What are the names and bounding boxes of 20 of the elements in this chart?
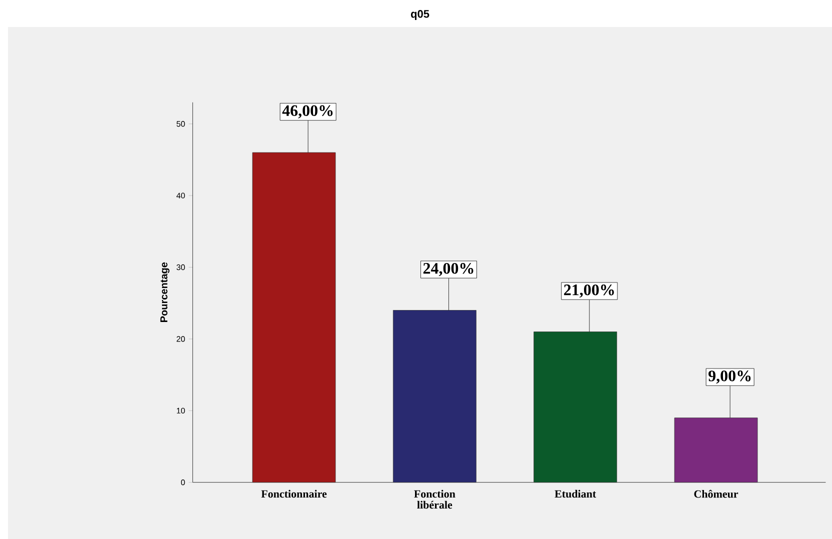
y-tick-label: 50	[176, 121, 185, 127]
x-tick-label: Fonction libérale	[414, 490, 456, 509]
chart-title: q05	[410, 10, 430, 20]
y-tick-label: 40	[176, 192, 185, 198]
y-tick-label: 30	[176, 264, 185, 270]
x-tick-label: Etudiant	[554, 490, 596, 498]
bar	[674, 418, 758, 483]
data-label: 24,00%	[423, 262, 474, 276]
bar	[252, 152, 336, 483]
y-tick-label: 20	[176, 336, 185, 342]
y-axis-title: Pourcentage	[160, 262, 170, 322]
x-tick-label: Fonctionnaire	[261, 490, 327, 498]
bar	[534, 332, 618, 483]
x-tick-label: Chômeur	[694, 490, 738, 498]
data-label: 21,00%	[564, 284, 614, 298]
y-tick-label: 10	[176, 408, 185, 414]
data-label: 46,00%	[282, 105, 333, 118]
data-label: 9,00%	[708, 370, 751, 384]
y-tick-label: 0	[181, 480, 185, 486]
bar	[392, 310, 476, 483]
